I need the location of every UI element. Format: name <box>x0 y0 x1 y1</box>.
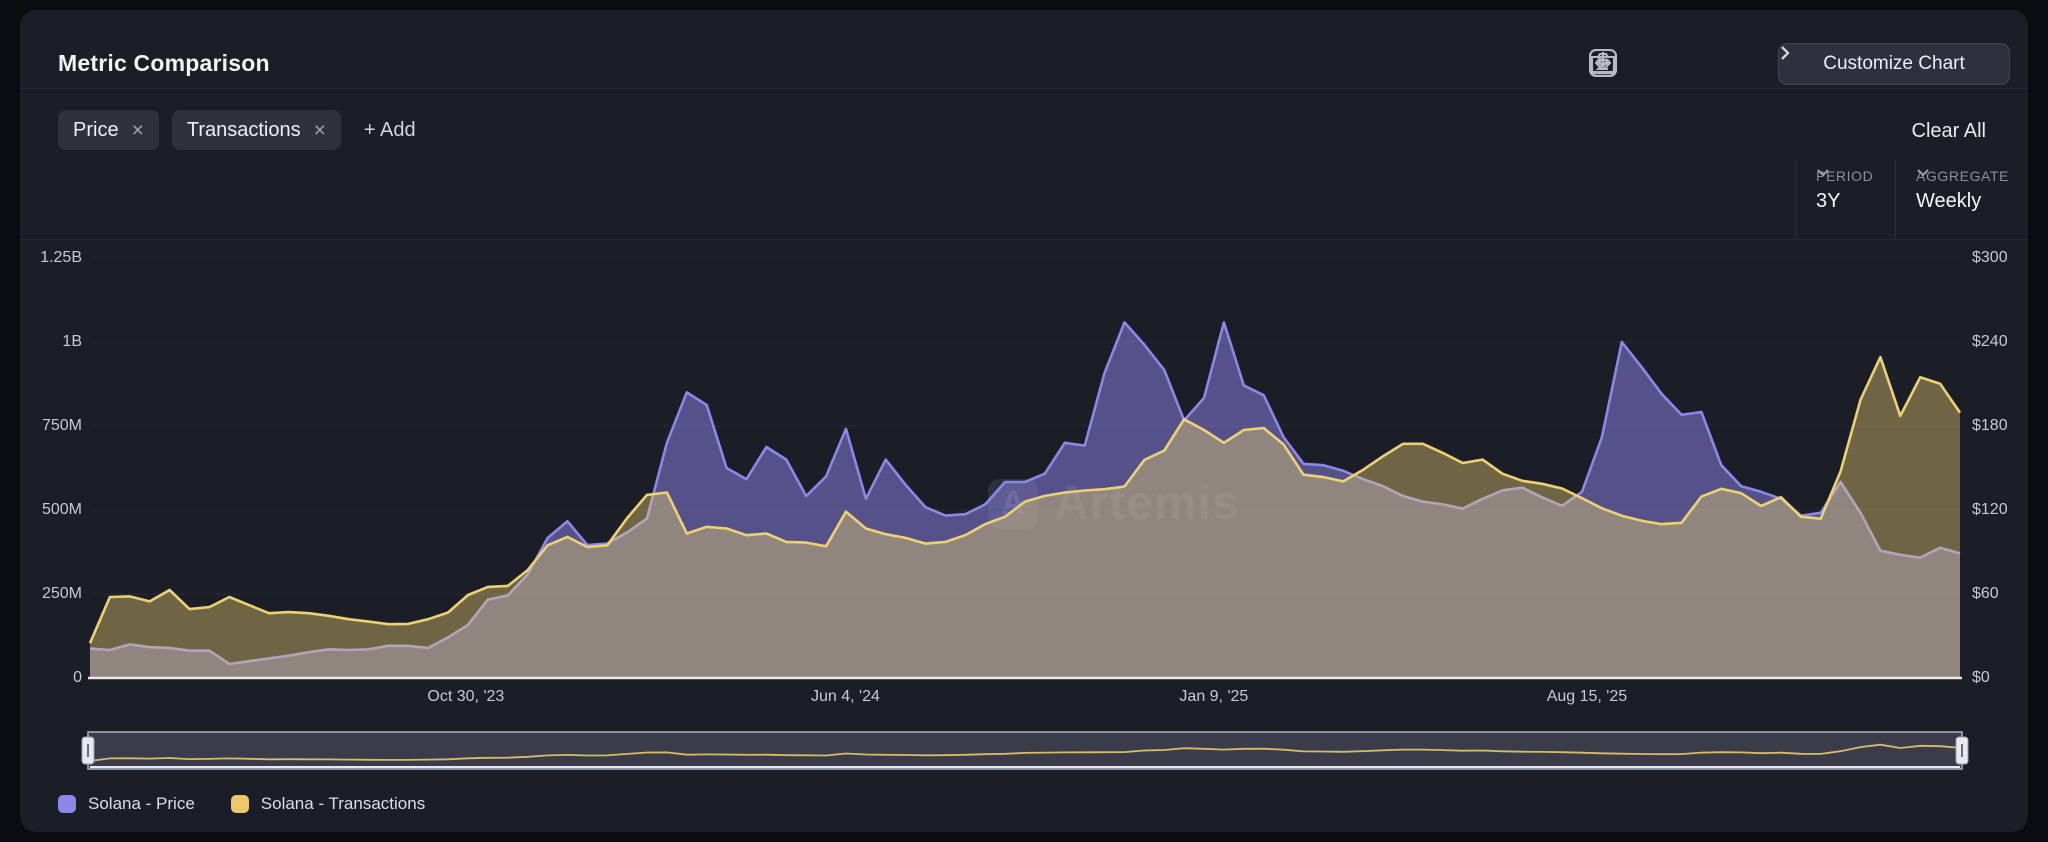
y-left-tick: 0 <box>73 669 82 686</box>
y-left-tick: 250M <box>41 585 82 602</box>
chip-price-remove-icon[interactable]: × <box>131 118 144 142</box>
customize-chart-button[interactable]: Customize Chart <box>1778 43 2010 85</box>
transactions-area <box>90 357 1960 678</box>
legend-item-price[interactable]: Solana - Price <box>58 794 195 814</box>
x-tick: Oct 30, '23 <box>427 688 505 705</box>
chevron-right-icon <box>1781 46 1790 60</box>
controls-divider-1 <box>1795 160 1796 238</box>
x-tick: Jan 9, '25 <box>1179 688 1249 705</box>
y-left-tick: 1.25B <box>40 249 82 266</box>
metric-chips-row: Price × Transactions × + Add <box>58 110 416 150</box>
y-right-tick: $120 <box>1972 501 2008 518</box>
legend-swatch <box>58 795 76 813</box>
screenshot-camera-icon[interactable] <box>1591 48 1774 78</box>
chip-transactions[interactable]: Transactions × <box>171 110 341 150</box>
period-value: 3Y <box>1816 190 1841 212</box>
transactions-line <box>88 355 1962 644</box>
page-title: Metric Comparison <box>58 50 270 76</box>
period-control: PERIOD 3Y <box>1816 168 1873 240</box>
period-dropdown[interactable]: 3Y <box>1816 169 1873 213</box>
clear-all-button[interactable]: Clear All <box>1911 120 1986 142</box>
legend-swatch <box>230 795 249 813</box>
legend-label: Solana - Transactions <box>260 794 426 813</box>
period-label: PERIOD <box>1816 168 1874 184</box>
y-right-tick: $180 <box>1972 417 2008 434</box>
y-right-tick: $300 <box>1972 249 2008 266</box>
aggregate-control: AGGREGATE Weekly <box>1916 168 2009 240</box>
chip-transactions-remove-icon[interactable]: × <box>313 118 326 142</box>
chevron-down-icon <box>1817 169 1829 177</box>
controls-divider-2 <box>1895 160 1896 238</box>
price-line <box>89 321 1961 666</box>
aggregate-value: Weekly <box>1916 190 1982 212</box>
x-tick: Jun 4, '24 <box>811 688 880 705</box>
header-divider <box>20 88 2028 89</box>
chip-transactions-label: Transactions <box>186 118 301 141</box>
y-right-tick: $60 <box>1972 585 1999 602</box>
legend-label: Solana - Price <box>88 794 195 813</box>
chart-legend: Solana - Price Solana - Transactions <box>58 794 425 814</box>
chevron-down-icon <box>1917 169 1929 177</box>
scrubber-track[interactable] <box>87 731 1963 770</box>
chip-price-label: Price <box>73 118 119 141</box>
scrubber-overview-line <box>89 743 1961 762</box>
y-left-tick: 750M <box>41 417 82 434</box>
aggregate-label: AGGREGATE <box>1916 168 2010 184</box>
add-metric-button[interactable]: + Add <box>363 118 416 141</box>
aggregate-dropdown[interactable]: Weekly <box>1916 169 2009 213</box>
controls-bottom-divider <box>20 239 2028 240</box>
price-area <box>90 322 1960 678</box>
chip-price[interactable]: Price × <box>58 110 159 150</box>
legend-item-transactions[interactable]: Solana - Transactions <box>230 794 426 814</box>
y-left-tick: 1B <box>62 333 82 350</box>
header-toolbar <box>1588 48 1774 78</box>
y-right-tick: $240 <box>1972 333 2008 350</box>
y-left-tick: 500M <box>41 501 82 518</box>
y-right-tick: $0 <box>1972 669 1990 686</box>
x-tick: Aug 15, '25 <box>1546 688 1628 705</box>
customize-chart-label: Customize Chart <box>1823 53 1965 74</box>
